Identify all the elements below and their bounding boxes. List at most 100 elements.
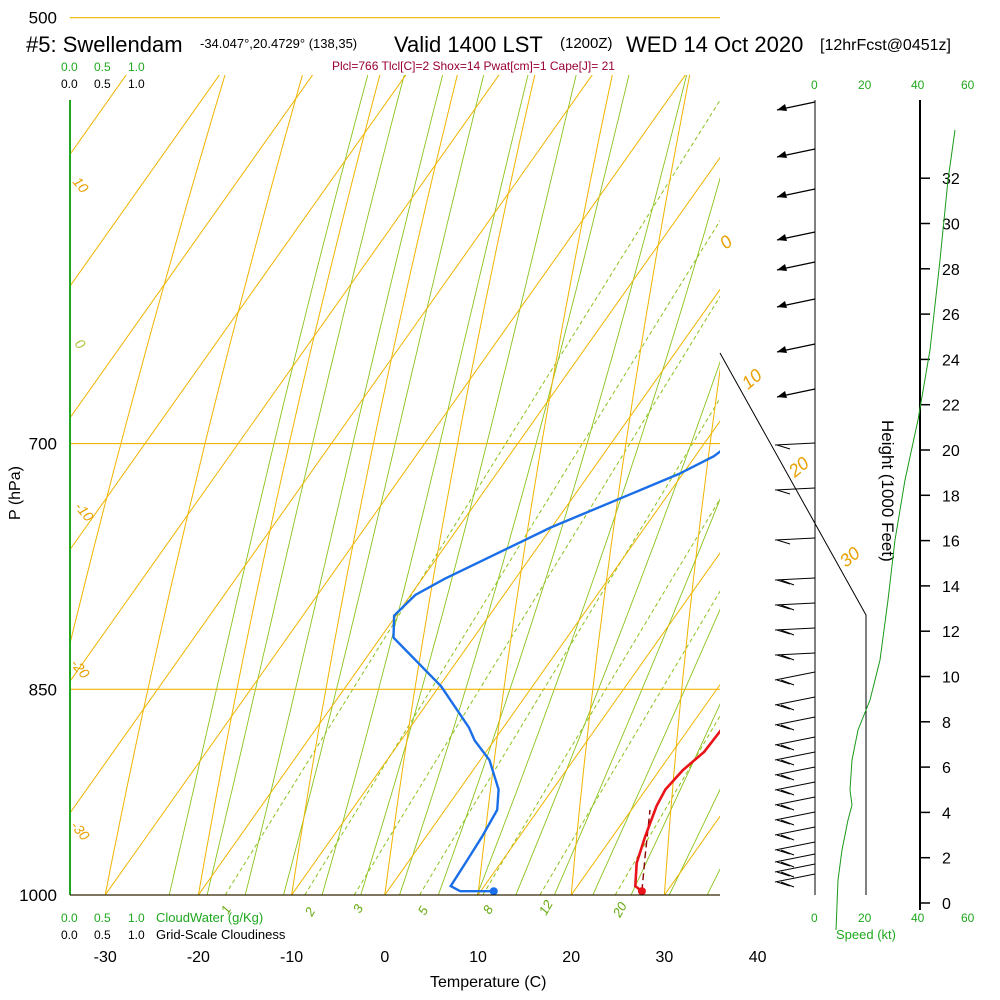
moist-adiabat-line	[515, 360, 720, 895]
isotherm-line	[290, 288, 720, 895]
wind-barb	[774, 577, 816, 586]
dry-adiabat-line	[663, 366, 720, 895]
moist-adiabats	[168, 0, 1000, 957]
moist-adiabat-line	[360, 75, 577, 895]
series-parcel	[641, 809, 651, 892]
mixing-ratio-line	[304, 219, 720, 895]
dry-adiabats	[70, 0, 1000, 895]
height-tick-label: 8	[942, 715, 951, 732]
pressure-tick-label: 1000	[19, 886, 57, 905]
temperature-axis-title: Temperature (C)	[430, 974, 546, 991]
wind-barb	[774, 716, 816, 731]
wind-barb	[774, 696, 816, 711]
wind-barb	[774, 602, 816, 611]
temperature-tick-label: -30	[94, 949, 117, 966]
moist-adiabat-line	[476, 177, 720, 895]
mixing-ratio-label: 20	[609, 899, 630, 921]
height-tick-label: 4	[942, 805, 951, 822]
wind-barb	[776, 188, 816, 198]
dry-adiabat-line	[70, 75, 226, 646]
moist-adiabat-line	[168, 75, 369, 895]
height-tick-label: 18	[942, 488, 960, 505]
height-tick-label: 12	[942, 624, 960, 641]
temperature-tick-label: 40	[749, 949, 767, 966]
height-tick-label: 24	[942, 352, 960, 369]
surface-dewpoint-point	[489, 887, 498, 896]
wind-barb	[776, 101, 816, 111]
moist-adiabat-line	[283, 75, 485, 895]
svg-text:0: 0	[811, 911, 818, 925]
moist-adiabat-line	[706, 868, 720, 895]
svg-text:0.5: 0.5	[94, 928, 111, 942]
height-tick-label: 6	[942, 760, 951, 777]
wind-barb	[774, 781, 816, 796]
cloudiness-scale-top: 0.0 0.5 1.0	[61, 77, 145, 91]
isotherm-label: 10	[70, 174, 92, 196]
surface-temperature-point	[637, 887, 646, 896]
svg-text:1.0: 1.0	[128, 928, 145, 942]
svg-text:0.0: 0.0	[61, 60, 78, 74]
wind-barb	[774, 736, 816, 751]
temperature-tick-label: 0	[380, 949, 389, 966]
isotherm-line	[197, 156, 720, 895]
cloudiness-scale-bottom: 0.0 0.5 1.0 Grid-Scale Cloudiness	[61, 927, 286, 942]
mixing-ratio-line	[353, 295, 720, 895]
height-tick-label: 26	[942, 307, 960, 324]
wind-barb	[774, 811, 816, 826]
wind-barb	[776, 148, 816, 158]
moist-adiabat-line	[321, 75, 529, 895]
mixing-ratio-label: 2	[301, 904, 318, 919]
moist-adiabat-line	[399, 75, 630, 895]
dry-adiabat-line	[851, 0, 1000, 895]
station-coords: -34.047°,20.4729° (138,35)	[200, 36, 357, 51]
isotherms	[70, 0, 1000, 957]
speed-scale-top: 0 20 40 60	[811, 78, 975, 92]
dry-adiabat-line	[104, 75, 303, 895]
isotherm-line	[714, 0, 1000, 957]
speed-label: Speed (kt)	[836, 927, 896, 942]
wind-barb	[774, 671, 816, 686]
dry-adiabat-labels: 0 10 20 30	[716, 231, 864, 571]
forecast-info: [12hrFcst@0451z]	[820, 37, 951, 54]
height-tick-label: 28	[942, 262, 960, 279]
svg-text:60: 60	[961, 911, 975, 925]
isotherm-label: 0	[72, 336, 89, 352]
isotherm-labels: 10 0 -10 -20 -30	[68, 174, 97, 844]
wind-barb	[776, 261, 816, 271]
dry-adiabat-label: 20	[784, 453, 813, 482]
height-tick-label: 30	[942, 217, 960, 234]
mixing-ratio-line	[539, 590, 720, 895]
temperature-ticks: -30 -20 -10 0 10 20 30 40	[94, 949, 767, 966]
cloudiness-label: Grid-Scale Cloudiness	[156, 927, 286, 942]
mixing-ratio-label: 5	[415, 903, 432, 917]
moist-adiabat-line	[714, 0, 1000, 957]
parcel-indices: Plcl=766 Tlcl[C]=2 Shox=14 Pwat[cm]=1 Ca…	[332, 59, 615, 73]
mixing-ratio-line	[482, 498, 720, 895]
wind-barb	[774, 796, 816, 811]
dry-adiabat-line	[570, 75, 691, 895]
mixing-ratio-labels: 1 2 3 5 8 12 20	[218, 897, 631, 921]
pressure-tick-label: 700	[29, 435, 57, 454]
temperature-tick-label: 30	[656, 949, 674, 966]
dry-adiabat-label: 10	[738, 365, 766, 393]
mixing-ratio-label: 8	[480, 902, 497, 916]
svg-text:40: 40	[911, 78, 925, 92]
isotherm-line	[477, 552, 720, 895]
isotherm-line	[104, 75, 686, 895]
wind-barb	[774, 537, 816, 545]
wind-barb	[774, 853, 816, 868]
temperature-tick-label: 10	[469, 949, 487, 966]
temperature-tick-label: -20	[187, 949, 210, 966]
station-title: #5: Swellendam	[26, 32, 183, 57]
svg-text:1.0: 1.0	[128, 77, 145, 91]
wind-barb	[774, 627, 816, 636]
wind-barb	[774, 652, 816, 661]
pressure-axis-title: P (hPa)	[7, 466, 24, 520]
isotherm-line	[70, 75, 220, 287]
isotherm-label: -10	[72, 499, 97, 525]
svg-text:60: 60	[961, 78, 975, 92]
wind-barb	[776, 343, 816, 353]
